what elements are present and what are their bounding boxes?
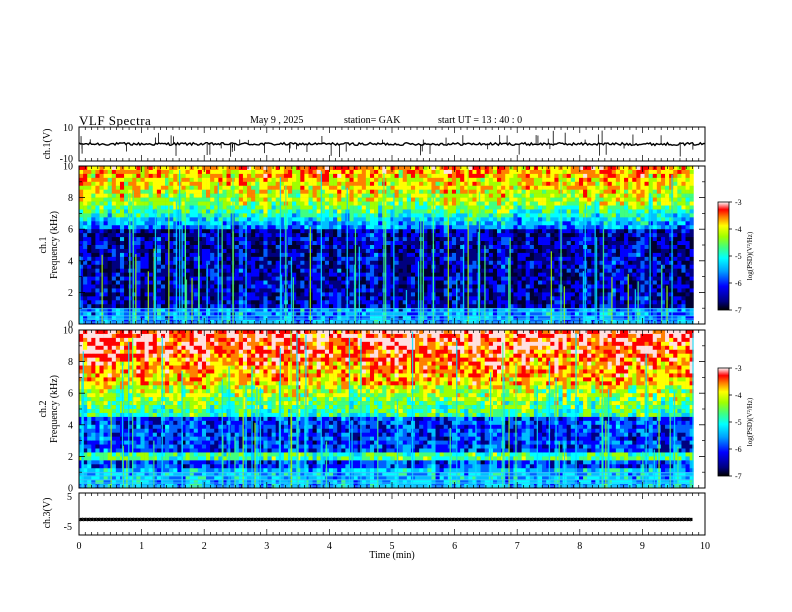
ch1-colorbar-gradient [717, 201, 730, 311]
ch3-ylabel: ch.3(V) [42, 498, 53, 529]
x-tick-label: 2 [202, 541, 207, 552]
colorbar-tick-label: -3 [735, 364, 742, 373]
start-ut-label: start UT = 13 : 40 : 0 [438, 115, 523, 126]
ch2-colorbar: -3 -4 -5 -6 -7 log(PSD)(V²/Hz) [717, 364, 754, 481]
ch1-spec-ylabel-line1: ch.1 [38, 237, 49, 254]
freq-tick-label: 4 [68, 420, 73, 431]
ch2-colorbar-gradient [717, 367, 730, 477]
freq-tick-label: 8 [68, 357, 73, 368]
station-label: station= GAK [344, 115, 401, 126]
ch1-spikes [80, 130, 694, 157]
x-axis-label: Time (min) [369, 550, 414, 561]
colorbar-tick-label: -5 [735, 418, 742, 427]
ch2-spec-ylabel-line2: Frequency (kHz) [49, 375, 60, 443]
colorbar-tick-label: -4 [735, 225, 742, 234]
colorbar-tick-label: -7 [735, 306, 742, 315]
ch1-spectrogram-image [79, 166, 705, 325]
ch3-waveform-trace [78, 517, 693, 522]
time-axis: 0 1 2 3 4 5 6 7 8 9 10 [77, 541, 711, 552]
freq-tick-label: 10 [63, 162, 73, 173]
ch1-colorbar: -3 -4 -5 -6 -7 log(PSD)(V²/Hz) [717, 198, 754, 315]
ch1-ylabel: ch.1(V) [42, 129, 53, 160]
page-title: VLF Spectra [79, 113, 152, 128]
ch2-spectrogram-panel: 0 2 4 6 8 10 ch.2 Frequency (kHz) [38, 326, 706, 495]
freq-tick-label: 0 [68, 320, 73, 331]
colorbar-tick-label: -6 [735, 445, 742, 454]
colorbar-tick-label: -6 [735, 279, 742, 288]
ch1-spec-ylabel-line2: Frequency (kHz) [49, 211, 60, 279]
ch1-ytick-bottom: -10 [60, 154, 73, 165]
x-tick-label: 8 [577, 541, 582, 552]
x-tick-label: 3 [264, 541, 269, 552]
ch2-spec-ylabel-line1: ch.2 [38, 401, 49, 418]
colorbar-tick-label: -3 [735, 198, 742, 207]
ch2-colorbar-label: log(PSD)(V²/Hz) [746, 397, 754, 446]
ch1-spectrogram-panel: 0 2 4 6 8 10 ch.1 Frequency (kHz) [38, 162, 706, 331]
ch3-ytick-bottom: -5 [64, 522, 72, 533]
colorbar-tick-label: -4 [735, 391, 742, 400]
ch1-colorbar-label: log(PSD)(V²/Hz) [746, 231, 754, 280]
x-tick-label: 10 [700, 541, 710, 552]
freq-tick-label: 10 [63, 326, 73, 337]
colorbar-tick-label: -7 [735, 472, 742, 481]
ch3-ytick-top: 5 [67, 492, 72, 503]
x-tick-label: 0 [77, 541, 82, 552]
ch1-waveform-trace [78, 141, 706, 147]
x-tick-label: 9 [640, 541, 645, 552]
ch1-ytick-top: 10 [63, 123, 73, 134]
freq-tick-label: 4 [68, 256, 73, 267]
x-tick-label: 6 [452, 541, 457, 552]
ch3-waveform-panel: 5 -5 ch.3(V) [42, 492, 706, 536]
colorbar-tick-label: -5 [735, 252, 742, 261]
date-label: May 9 , 2025 [250, 115, 304, 126]
freq-tick-label: 6 [68, 389, 73, 400]
x-tick-label: 1 [139, 541, 144, 552]
freq-tick-label: 2 [68, 288, 73, 299]
freq-tick-label: 6 [68, 225, 73, 236]
freq-tick-label: 2 [68, 452, 73, 463]
x-tick-label: 4 [327, 541, 332, 552]
freq-tick-label: 0 [68, 484, 73, 495]
x-tick-label: 5 [390, 541, 395, 552]
x-tick-label: 7 [515, 541, 520, 552]
freq-tick-label: 8 [68, 193, 73, 204]
ch2-spectrogram-image [79, 330, 705, 489]
